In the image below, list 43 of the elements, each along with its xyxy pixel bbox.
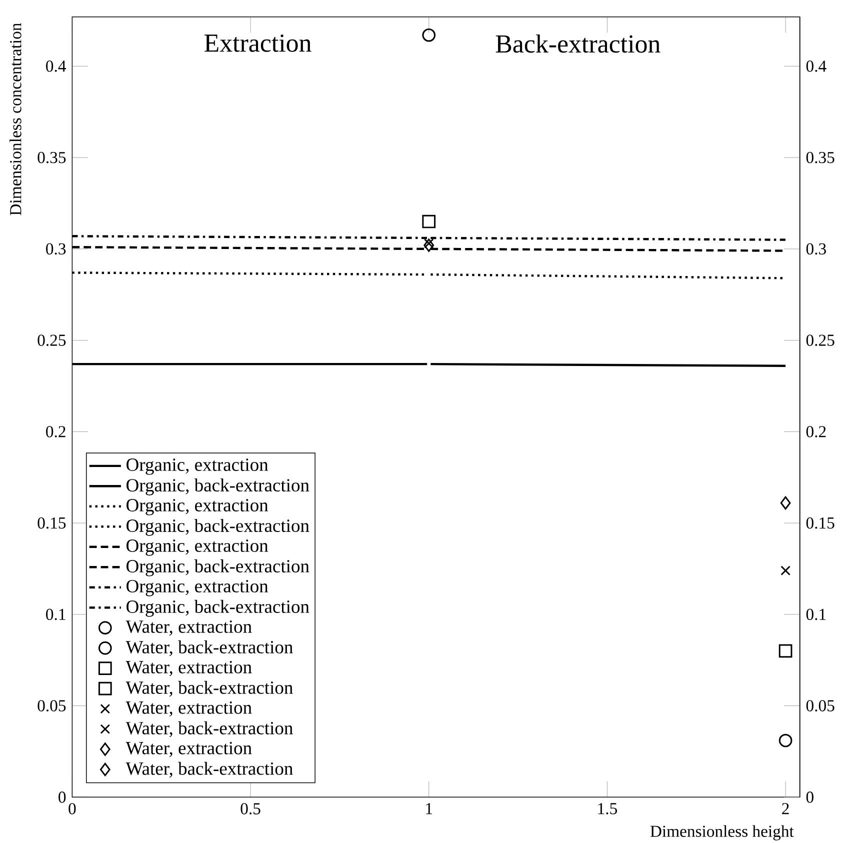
legend-label: Water, back-extraction	[126, 762, 293, 778]
x-tick-label: 1	[426, 803, 432, 814]
y2-tick-label: 0.35	[806, 152, 834, 164]
legend-label: Water, back-extraction	[126, 721, 293, 738]
legend-label: Organic, back-extraction	[126, 600, 310, 617]
legend-label: Water, extraction	[126, 701, 252, 717]
legend-label: Water, back-extraction	[126, 640, 293, 656]
y2-tick-label: 0.1	[806, 608, 826, 620]
legend-label: Water, extraction	[126, 660, 252, 676]
legend-label: Organic, extraction	[126, 580, 268, 596]
y-tick-label: 0.35	[38, 152, 66, 164]
legend-label: Organic, extraction	[126, 499, 268, 516]
legend-label: Water, extraction	[126, 742, 252, 757]
y2-tick-label: 0.15	[806, 517, 834, 529]
y2-tick-label: 0.3	[806, 243, 826, 255]
x-axis-title: Dimensionless height	[650, 825, 794, 840]
y-tick-label: 0	[58, 792, 66, 803]
legend-label: Water, back-extraction	[126, 680, 293, 697]
y-tick-label: 0.15	[38, 517, 66, 529]
y2-tick-label: 0.2	[806, 426, 826, 438]
x-tick-label: 1.5	[598, 803, 617, 814]
y2-tick-label: 0.4	[806, 60, 826, 72]
y-tick-label: 0.4	[46, 60, 66, 72]
y-tick-label: 0.1	[46, 608, 66, 620]
legend-label: Organic, back-extraction	[126, 518, 310, 536]
y-tick-label: 0.05	[38, 700, 66, 712]
y2-tick-label: 0.25	[806, 334, 834, 346]
y-tick-label: 0.3	[46, 243, 66, 255]
x-tick-label: 0.5	[240, 803, 260, 814]
y2-tick-label: 0.05	[806, 700, 834, 712]
legend-label: Organic, back-extraction	[126, 478, 310, 496]
y-tick-label: 0.2	[46, 426, 66, 438]
x-tick-label: 2	[782, 803, 789, 814]
legend-label: Organic, extraction	[126, 540, 268, 556]
x-tick-label: 0	[68, 803, 76, 814]
y-tick-label: 0.25	[38, 334, 66, 346]
legend-label: Organic, back-extraction	[126, 559, 310, 576]
legend-label: Water, extraction	[126, 620, 252, 636]
annotation: Back-extraction	[496, 34, 660, 53]
legend-label: Organic, extraction	[126, 458, 268, 475]
y-axis-title: Dimensionless concentration	[10, 23, 22, 216]
y2-tick-label: 0	[806, 792, 814, 803]
annotation: Extraction	[204, 34, 312, 52]
